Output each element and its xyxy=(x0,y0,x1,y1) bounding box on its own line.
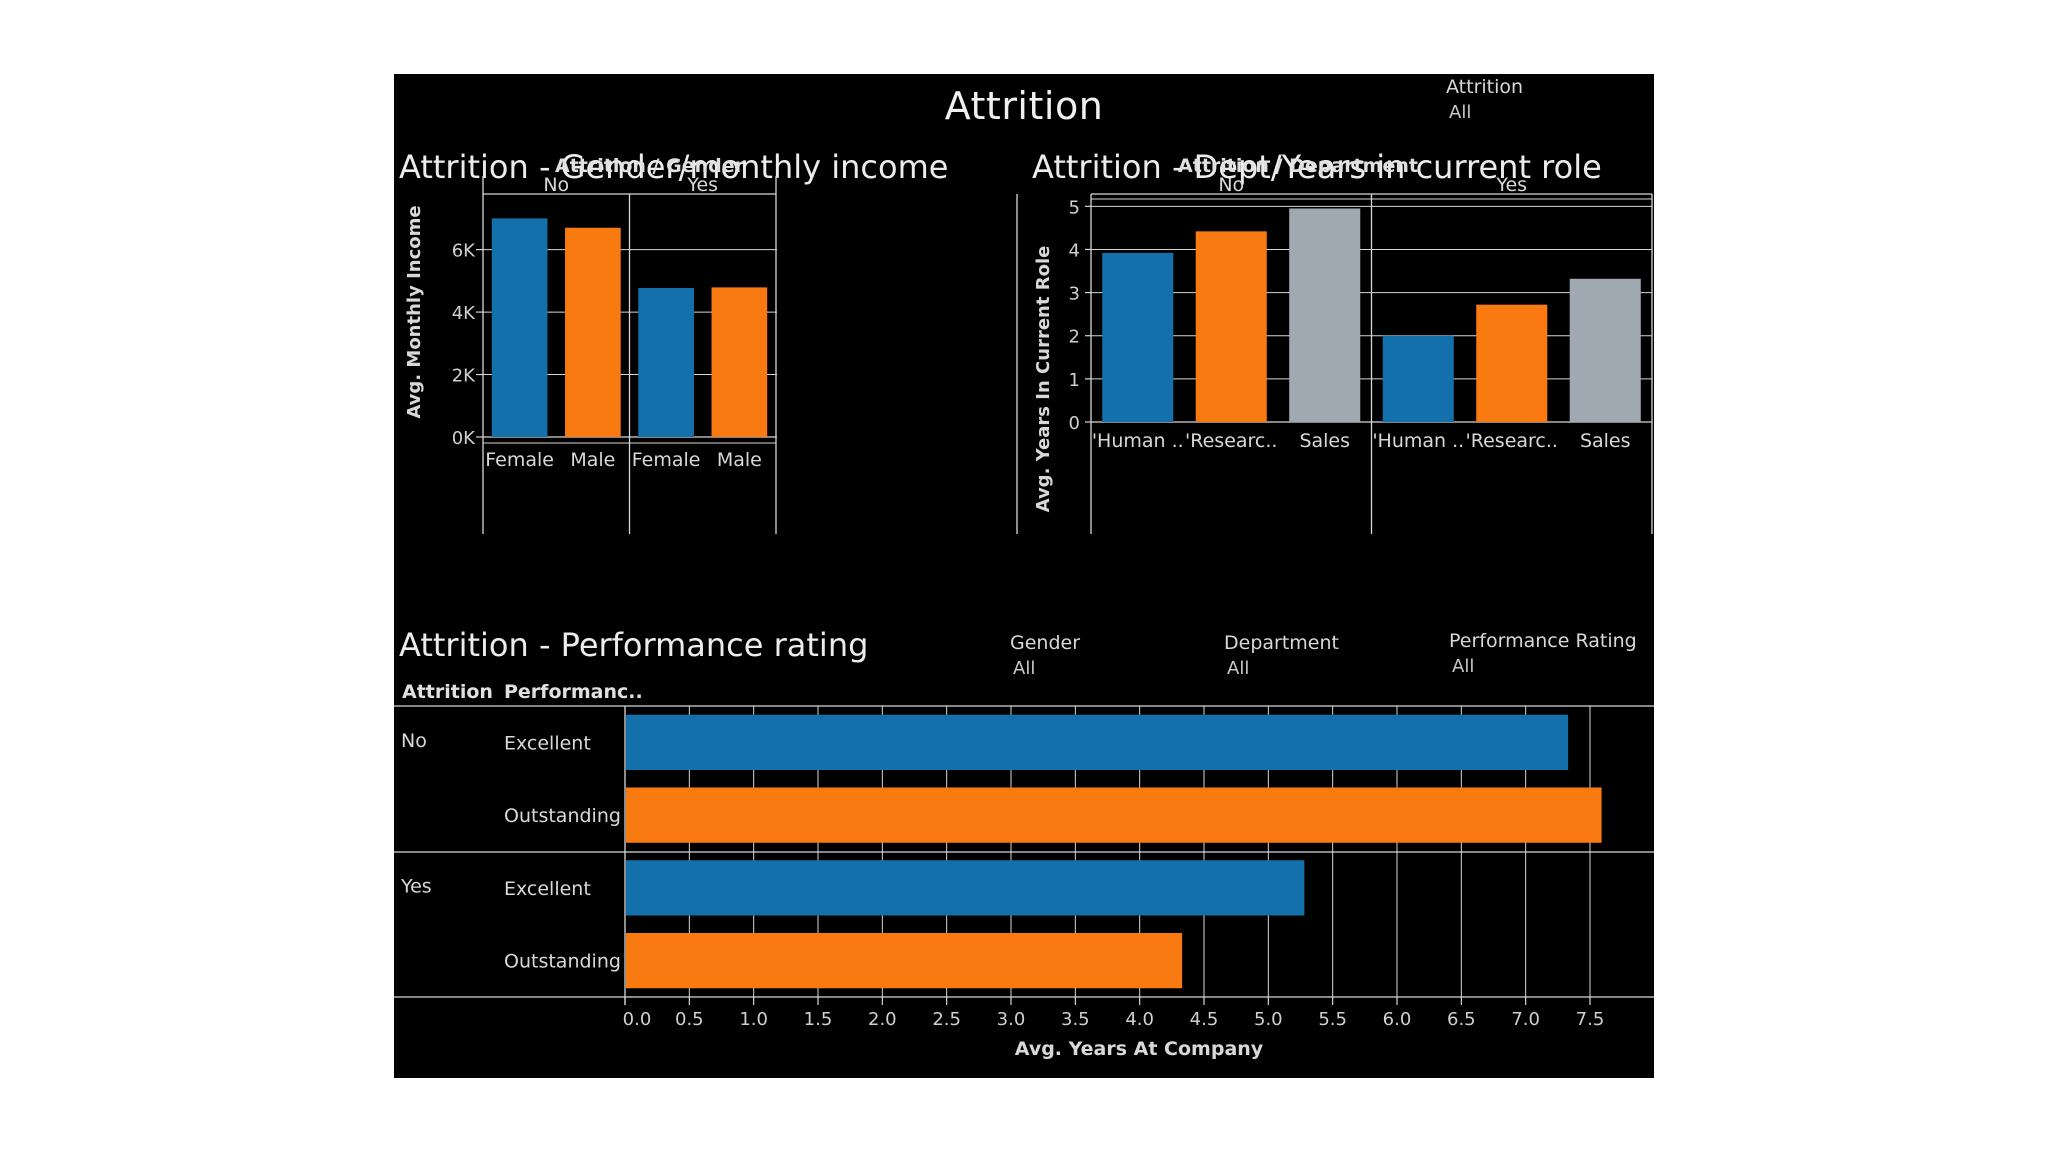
x-tick-label: 2.5 xyxy=(932,1009,961,1030)
attrition-filter-value[interactable]: All xyxy=(1449,102,1472,123)
bar-yes-excellent xyxy=(626,860,1305,916)
x-tick-label: 3.0 xyxy=(997,1009,1026,1030)
bar-no-2 xyxy=(1289,208,1361,422)
bar-yes-male xyxy=(711,287,768,437)
y-tick-label: 1 xyxy=(1069,370,1080,391)
row-group-label: Yes xyxy=(400,876,432,898)
chart-header: Attrition / Gender xyxy=(555,155,745,177)
group-label: No xyxy=(1218,174,1244,196)
x-category-label: 'Human .. xyxy=(1372,430,1464,452)
y-tick-label: 2K xyxy=(452,366,476,387)
row-category-label: Outstanding xyxy=(504,805,621,827)
x-tick-label: 4.5 xyxy=(1190,1009,1219,1030)
y-tick-label: 4K xyxy=(452,303,476,324)
bar-no-1 xyxy=(1195,231,1267,422)
attrition-filter-label: Attrition xyxy=(1446,76,1524,98)
x-tick-label: 5.5 xyxy=(1318,1009,1347,1030)
bar-no-0 xyxy=(1102,252,1174,422)
x-category-label: Male xyxy=(717,449,762,471)
performance-filter[interactable]: Performance Rating All xyxy=(1449,630,1637,677)
performance-chart: Attrition Performanc.. 0.0 0.5 1.0 1.5 2.0 2.5 3… xyxy=(394,681,1654,1060)
y-axis-title: Avg. Monthly Income xyxy=(404,205,425,418)
gender-filter-label: Gender xyxy=(1010,632,1081,654)
y-tick-label: 2 xyxy=(1069,327,1080,348)
bar-no-male xyxy=(565,227,621,437)
dashboard-title: Attrition xyxy=(944,84,1104,128)
bar-no-female xyxy=(491,218,548,437)
bar-yes-2 xyxy=(1569,278,1641,422)
bar-yes-female xyxy=(638,288,694,437)
x-category-label: Female xyxy=(632,449,701,471)
x-category-label: 'Researc.. xyxy=(1466,430,1558,452)
performance-filter-value[interactable]: All xyxy=(1452,656,1475,677)
dashboard: Attrition Attrition All Attrition - Gend… xyxy=(394,74,1654,1078)
x-category-label: 'Researc.. xyxy=(1185,430,1277,452)
x-tick-label: 2.0 xyxy=(868,1009,897,1030)
x-tick-label: 5.0 xyxy=(1254,1009,1283,1030)
y-tick-label: 3 xyxy=(1069,284,1080,305)
bar-yes-outstanding xyxy=(626,932,1183,989)
x-category-label: Sales xyxy=(1580,430,1631,452)
x-category-label: Female xyxy=(485,449,554,471)
gender-filter-value[interactable]: All xyxy=(1013,658,1036,679)
x-tick-label: 0.0 xyxy=(623,1009,652,1030)
bar-yes-0 xyxy=(1382,335,1454,422)
x-category-label: Male xyxy=(570,449,615,471)
x-tick-label: 1.5 xyxy=(804,1009,833,1030)
y-tick-label: 0 xyxy=(1069,413,1080,434)
department-filter-label: Department xyxy=(1224,632,1339,654)
x-category-label: 'Human .. xyxy=(1092,430,1184,452)
x-tick-label: 6.0 xyxy=(1383,1009,1412,1030)
x-tick-label: 1.0 xyxy=(739,1009,768,1030)
y-tick-label: 4 xyxy=(1069,240,1080,261)
x-tick-label: 7.5 xyxy=(1576,1009,1605,1030)
column-header-attrition: Attrition xyxy=(402,681,493,703)
row-category-label: Outstanding xyxy=(504,951,621,973)
y-axis-title: Avg. Years In Current Role xyxy=(1033,246,1054,513)
department-filter[interactable]: Department All xyxy=(1224,632,1339,679)
x-category-label: Sales xyxy=(1299,430,1350,452)
x-tick-label: 3.5 xyxy=(1061,1009,1090,1030)
attrition-filter[interactable]: Attrition All xyxy=(1446,76,1523,123)
x-axis-title: Avg. Years At Company xyxy=(1015,1038,1264,1060)
gender-filter[interactable]: Gender All xyxy=(1010,632,1080,679)
department-filter-value[interactable]: All xyxy=(1227,658,1250,679)
gender-income-chart: Attrition / Gender 0K 2K 4K 6K No Female Male Ye… xyxy=(404,155,777,534)
row-category-label: Excellent xyxy=(504,732,591,754)
row-category-label: Excellent xyxy=(504,878,591,900)
y-tick-label: 5 xyxy=(1069,197,1080,218)
x-tick-label: 4.0 xyxy=(1125,1009,1154,1030)
performance-title: Attrition - Performance rating xyxy=(399,626,869,664)
group-label: No xyxy=(543,174,569,196)
bar-yes-1 xyxy=(1476,304,1548,422)
x-tick-label: 0.5 xyxy=(675,1009,704,1030)
performance-filter-label: Performance Rating xyxy=(1449,630,1637,652)
gender-income-title: Attrition - Gender/monthly income xyxy=(399,148,949,186)
dept-role-title: Attrition - Dept/Years in current role xyxy=(1032,148,1602,186)
y-tick-label: 6K xyxy=(452,241,476,262)
chart-header: Attrition / Department xyxy=(1178,155,1418,177)
y-tick-label: 0K xyxy=(452,428,476,449)
group-label: Yes xyxy=(1495,174,1527,196)
bar-no-outstanding xyxy=(626,787,1602,843)
column-header-performance: Performanc.. xyxy=(504,681,643,703)
x-tick-label: 7.0 xyxy=(1511,1009,1540,1030)
row-group-label: No xyxy=(401,730,427,752)
x-tick-label: 6.5 xyxy=(1447,1009,1476,1030)
group-label: Yes xyxy=(686,174,718,196)
bar-no-excellent xyxy=(626,714,1569,771)
